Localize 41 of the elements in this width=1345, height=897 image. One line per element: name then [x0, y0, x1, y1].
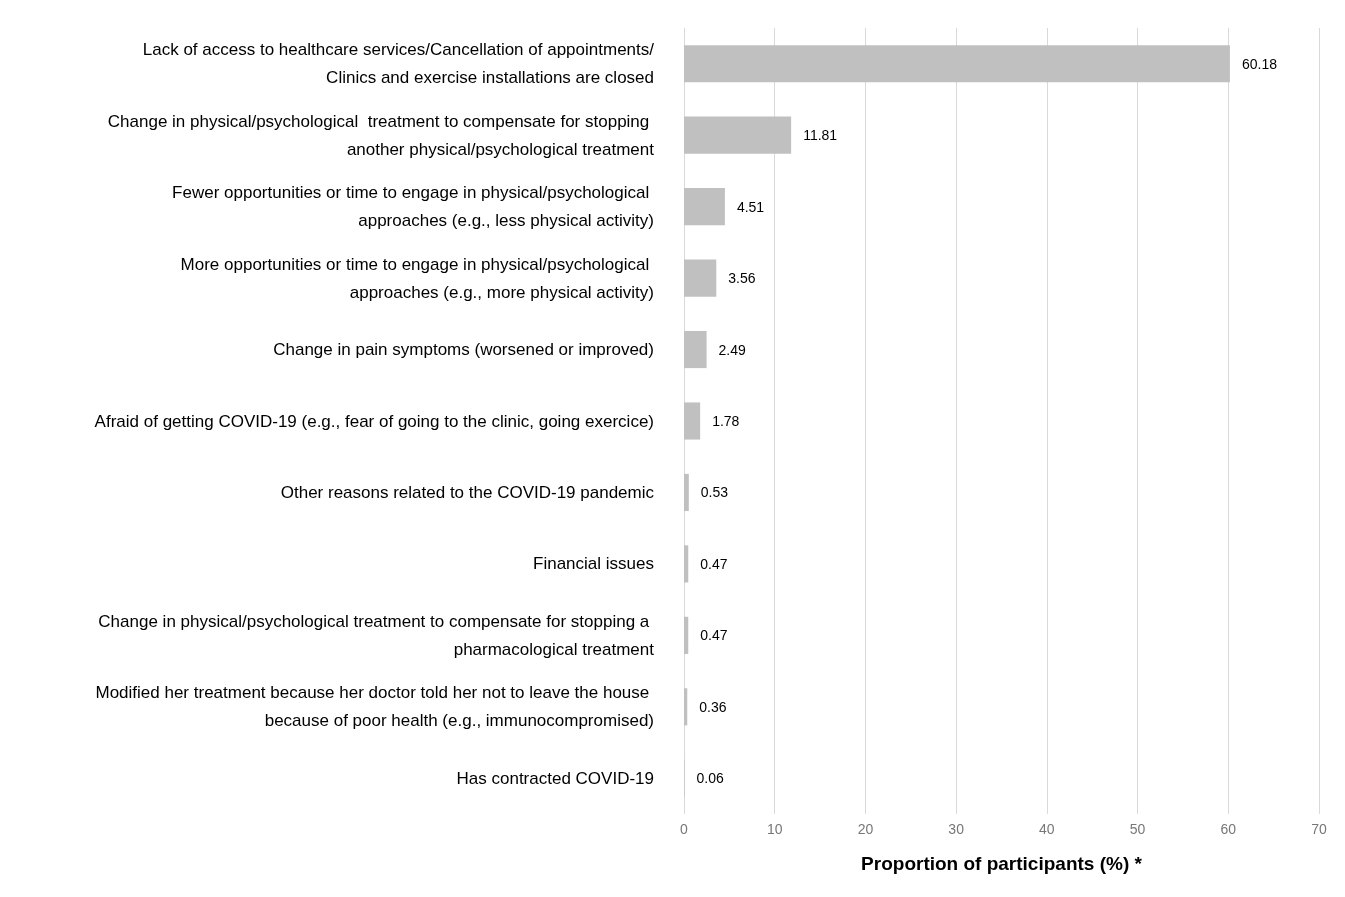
data-label: 0.06 [696, 770, 725, 787]
bar [684, 545, 689, 583]
bar [684, 402, 701, 440]
data-label: 60.18 [1241, 55, 1278, 72]
data-label: 0.47 [700, 555, 728, 572]
bar [684, 45, 1230, 83]
bar [684, 116, 792, 154]
y-tick-label: Lack of access to healthcare services/Cancellation of appointments/Clinics and exercise installations are closed [142, 40, 655, 88]
x-tick-label: 20 [857, 821, 874, 837]
x-tick-label: 60 [1220, 821, 1237, 837]
y-tick-label: Financial issues [533, 554, 654, 574]
bar [684, 188, 725, 226]
bar [684, 330, 707, 369]
data-label: 3.56 [728, 270, 756, 287]
x-tick-label: 70 [1311, 821, 1327, 837]
y-tick-label: Afraid of getting COVID-19 (e.g., fear of going to the clinic, going exercice) [94, 411, 654, 431]
y-tick-label: Change in pain symptoms (worsened or improved) [273, 340, 654, 360]
x-tick-label: 10 [766, 821, 783, 837]
data-label: 4.51 [736, 198, 765, 215]
bar [684, 473, 689, 512]
data-label: 0.53 [700, 484, 729, 501]
x-tick-label: 50 [1129, 821, 1146, 837]
x-tick-label: 30 [948, 821, 965, 837]
data-label: 1.78 [712, 413, 740, 429]
y-tick-label: Other reasons related to the COVID-19 pandemic [280, 482, 655, 502]
x-tick-label: 40 [1039, 821, 1055, 837]
data-label: 2.49 [718, 341, 747, 358]
data-label: 0.47 [700, 627, 728, 644]
data-label: 0.36 [699, 698, 727, 715]
y-tick-label: More opportunities or time to engage in physical/psychological approaches (e.g., more physical activity) [180, 254, 654, 302]
y-tick-label: Change in physical/psychological treatment to compensate for stopping a pharmacological treatment [98, 611, 655, 659]
y-tick-label: Change in physical/psychological treatment to compensate for stopping another physical/psychological treatment [107, 111, 655, 159]
bar [684, 259, 717, 297]
bar [684, 688, 688, 726]
bar [684, 616, 689, 654]
x-tick-label: 0 [680, 821, 689, 837]
data-label: 11.81 [803, 127, 838, 144]
y-tick-label: Fewer opportunities or time to engage in physical/psychological approaches (e.g., less physical activity) [172, 183, 654, 231]
y-tick-label: Modified her treatment because her doctor told her not to leave the house because of poor health (e.g., immunocompromised) [95, 683, 654, 731]
y-tick-label: Has contracted COVID-19 [456, 768, 654, 788]
x-axis-title: Proportion of participants (%) * [861, 853, 1143, 874]
